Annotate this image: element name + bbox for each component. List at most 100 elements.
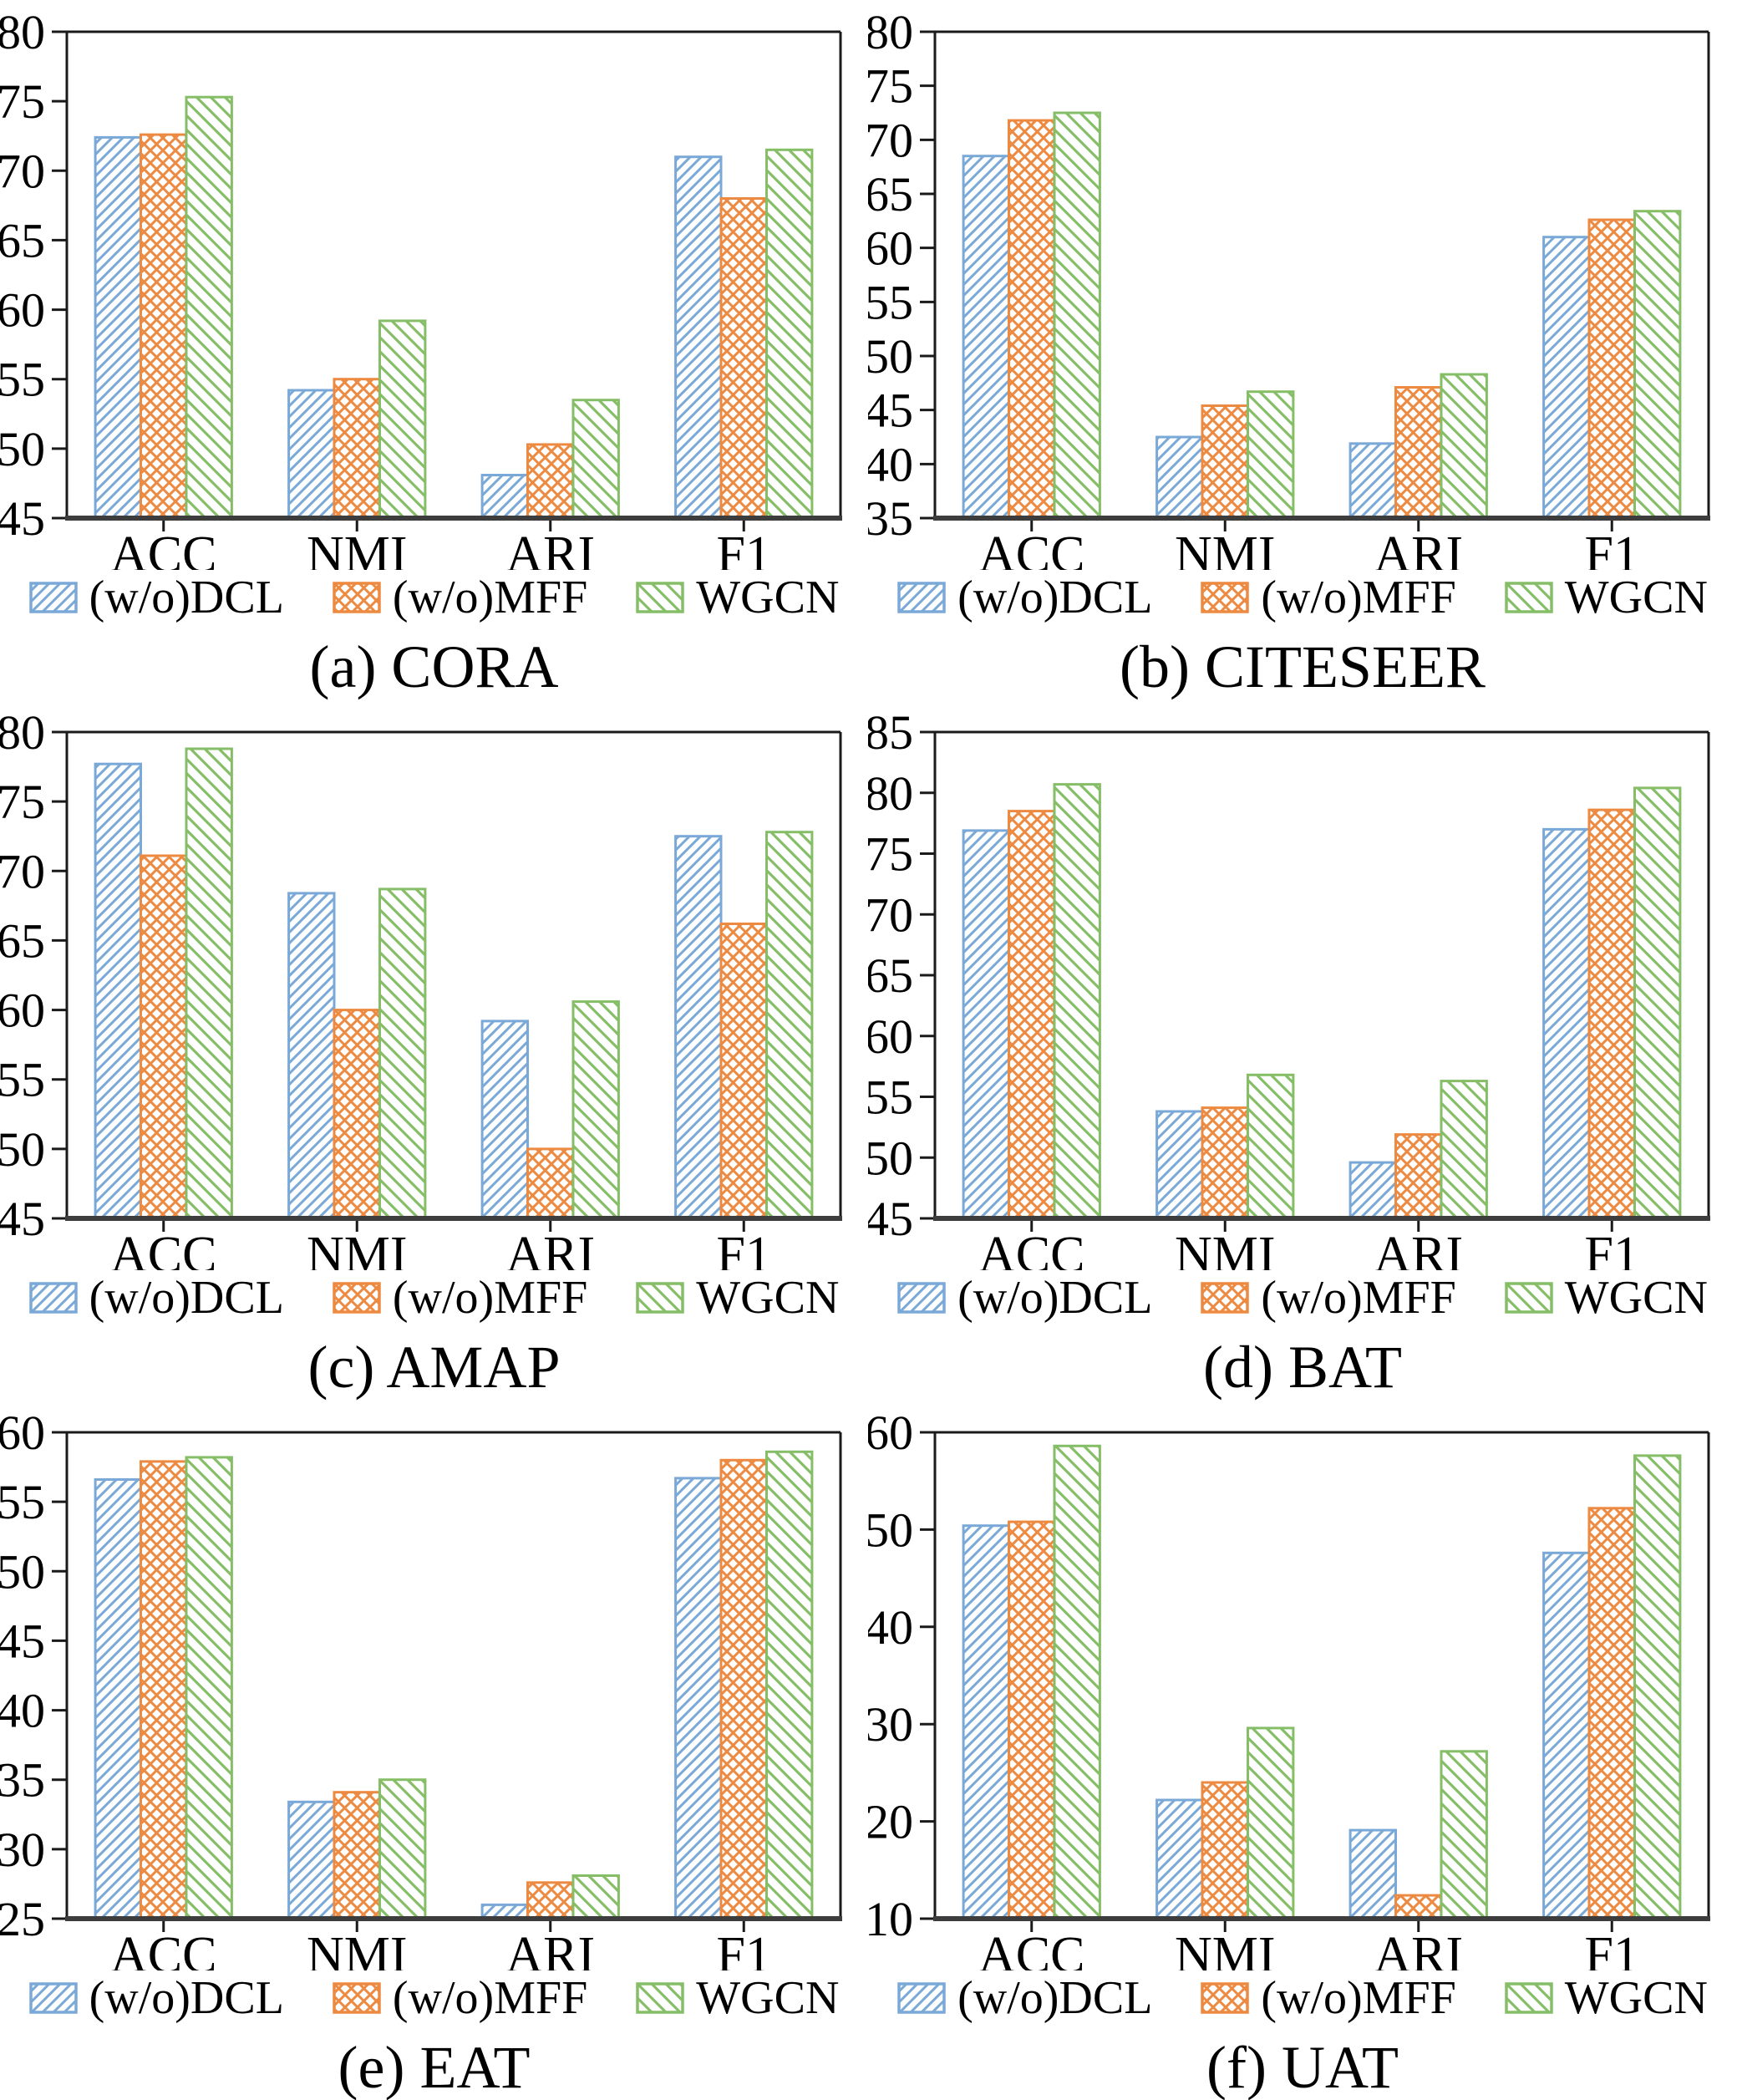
legend-item-wgcn: WGCN <box>636 574 839 621</box>
legend-swatch-rect <box>636 1982 685 2014</box>
legend-item-wgcn: WGCN <box>636 1975 839 2021</box>
y-tick-label: 70 <box>0 144 45 198</box>
legend-label: (w/o)DCL <box>89 572 284 623</box>
legend-swatch-mff <box>333 1282 381 1314</box>
bar <box>140 1460 188 1920</box>
y-tick-label: 50 <box>0 422 45 476</box>
legend-item-dcl: (w/o)DCL <box>28 572 284 623</box>
bar <box>1440 1080 1488 1220</box>
y-tick-label: 80 <box>0 5 45 59</box>
bar <box>674 155 723 520</box>
bar <box>480 474 529 520</box>
legend-swatch-rect <box>636 1282 685 1314</box>
x-category-label: ARI <box>505 1927 595 1970</box>
legend-swatch-dcl <box>897 1982 946 2014</box>
bar <box>1587 218 1636 520</box>
y-tick-label: 55 <box>868 1070 913 1125</box>
legend-swatch-wgcn <box>636 1982 685 2014</box>
x-category-label: ARI <box>505 1227 595 1270</box>
y-tick-label: 60 <box>0 283 45 338</box>
x-category-label: F1 <box>1585 1227 1639 1270</box>
y-tick-label: 65 <box>868 167 913 221</box>
y-tick-label: 25 <box>0 1892 45 1946</box>
legend-swatch-dcl <box>28 1282 78 1314</box>
bar <box>1542 236 1591 520</box>
bar <box>526 1147 575 1220</box>
bar <box>1587 1507 1636 1920</box>
legend-item-dcl: (w/o)DCL <box>28 1975 284 2021</box>
citeseer-caption: (b) CITESEER <box>1120 633 1486 700</box>
legend-item-dcl: (w/o)DCL <box>28 1274 284 1321</box>
y-tick-label: 75 <box>0 74 45 129</box>
y-tick-label: 40 <box>868 1600 913 1655</box>
bar <box>962 1524 1010 1920</box>
bar <box>1008 119 1056 520</box>
bar <box>1201 1106 1249 1220</box>
legend-swatch-rect <box>1201 1282 1250 1314</box>
bar <box>1247 390 1295 520</box>
bar <box>1155 435 1204 520</box>
legend-swatch-rect <box>1505 582 1553 613</box>
bar <box>1587 808 1636 1220</box>
y-tick-label: 65 <box>0 213 45 267</box>
bar <box>1542 1551 1591 1920</box>
legend-swatch-rect <box>28 582 78 613</box>
bar <box>378 887 427 1220</box>
bar <box>526 1881 575 1920</box>
legend-swatch-dcl <box>897 1282 946 1314</box>
y-tick-label: 65 <box>0 913 45 968</box>
y-tick-label: 50 <box>0 1544 45 1599</box>
bar <box>571 1000 620 1220</box>
legend-item-wgcn: WGCN <box>1505 1274 1708 1321</box>
x-category-label: ARI <box>505 526 595 570</box>
bar <box>1348 1161 1397 1220</box>
legend-swatch-rect <box>1505 1282 1553 1314</box>
citeseer-legend: (w/o)DCL (w/o)MFF WGCN <box>868 572 1737 623</box>
y-tick-label: 65 <box>868 948 913 1003</box>
x-category-label: F1 <box>717 526 771 570</box>
x-category-label: ARI <box>1374 526 1463 570</box>
bar <box>333 1791 381 1920</box>
bar <box>1394 1894 1443 1920</box>
bar <box>962 829 1010 1220</box>
y-tick-label: 80 <box>868 5 913 59</box>
y-tick-label: 70 <box>868 887 913 942</box>
bar <box>1247 1726 1295 1920</box>
bar <box>1008 810 1056 1220</box>
bar <box>1201 404 1249 520</box>
x-category-label: ACC <box>978 1227 1084 1270</box>
legend-item-mff: (w/o)MFF <box>1201 1274 1456 1321</box>
x-category-label: NMI <box>1175 526 1276 570</box>
x-category-label: F1 <box>1585 1927 1639 1970</box>
bar <box>1053 1444 1101 1920</box>
bar <box>765 148 814 520</box>
y-tick-label: 60 <box>0 984 45 1038</box>
legend-swatch-rect <box>1201 582 1250 613</box>
legend-swatch-dcl <box>28 1982 78 2014</box>
x-category-label: ARI <box>1374 1227 1463 1270</box>
bar <box>1348 1828 1397 1920</box>
uat-caption: (f) UAT <box>1206 2034 1399 2100</box>
x-category-label: ACC <box>110 1227 216 1270</box>
bar <box>674 1477 723 1920</box>
bar <box>480 1019 529 1220</box>
bar <box>1053 783 1101 1220</box>
subplot-f-uat: 10 20 30 40 50 60 ACC NMI ARI F1 (w/o)DCL (w/o)MFF… <box>868 1401 1737 2100</box>
bar <box>1633 1454 1682 1920</box>
y-tick-label: 75 <box>868 59 913 114</box>
chart-svg: 10 20 30 40 50 60 ACC NMI ARI F1 <box>868 1406 1710 1970</box>
y-tick-label: 60 <box>0 1406 45 1460</box>
legend-swatch-rect <box>333 1982 381 2014</box>
legend-swatch-wgcn <box>1505 1982 1553 2014</box>
legend-swatch-mff <box>333 1982 381 2014</box>
legend-label: (w/o)DCL <box>957 1972 1153 2024</box>
eat-caption: (e) EAT <box>338 2034 531 2100</box>
x-category-label: NMI <box>307 526 408 570</box>
subplot-d-bat: 45 50 55 60 65 70 75 80 85 ACC NMI ARI F1 (w/o)DCL (w… <box>868 700 1737 1401</box>
bat-caption: (d) BAT <box>1203 1334 1402 1401</box>
bar <box>378 319 427 520</box>
bar <box>1201 1781 1249 1920</box>
x-category-label: ARI <box>1374 1927 1463 1970</box>
legend-swatch-wgcn <box>1505 582 1553 613</box>
legend-label: (w/o)MFF <box>1261 1972 1456 2024</box>
